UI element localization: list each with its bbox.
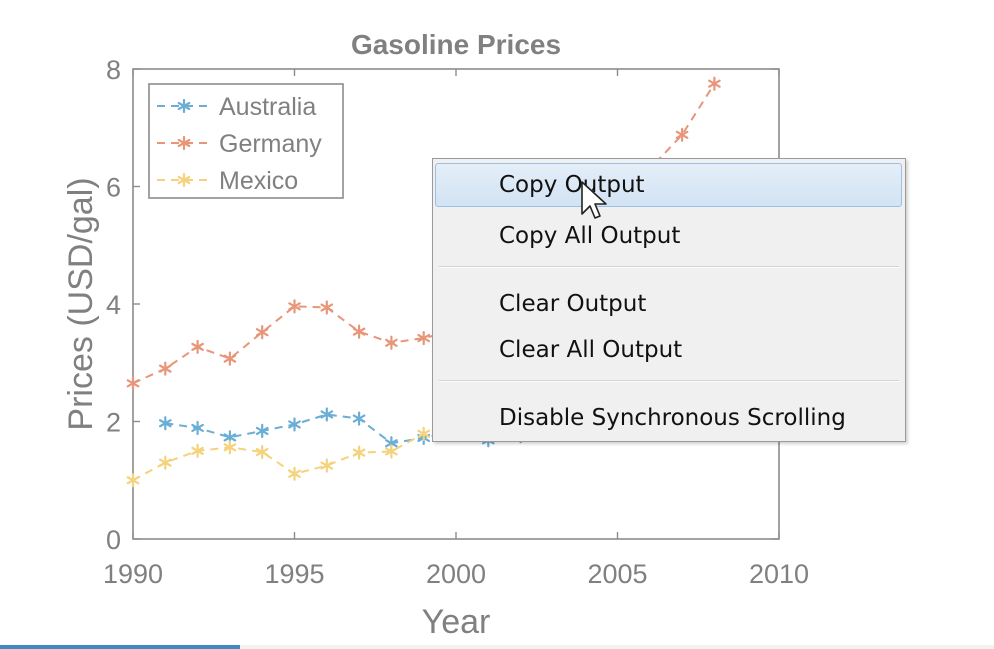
menu-item-clear-output[interactable]: Clear Output (499, 291, 647, 317)
data-point-germany (320, 300, 334, 315)
legend-marker-australia (177, 98, 191, 114)
bottom-divider-accent (0, 645, 240, 649)
legend-marker-mexico (177, 172, 191, 188)
data-point-germany (255, 325, 269, 340)
data-point-germany (385, 335, 398, 350)
legend-label-mexico: Mexico (219, 167, 298, 195)
data-point-mexico (255, 444, 269, 460)
data-point-mexico (320, 458, 334, 473)
y-tick-label: 2 (106, 408, 121, 438)
data-point-australia (320, 407, 334, 422)
y-axis-label: Prices (USD/gal) (62, 177, 100, 430)
data-point-mexico (417, 426, 431, 441)
x-tick-label: 1995 (264, 559, 324, 589)
x-tick-label: 2010 (749, 559, 809, 589)
x-axis-label: Year (422, 603, 491, 641)
y-tick-label: 8 (106, 55, 121, 85)
data-point-germany (352, 324, 366, 339)
legend-marker-germany (177, 135, 191, 151)
series-line-mexico (132, 432, 425, 482)
data-point-mexico (223, 440, 237, 455)
data-point-mexico (191, 443, 204, 458)
data-point-australia (288, 417, 301, 432)
data-point-mexico (288, 466, 301, 481)
x-tick-label: 1990 (103, 559, 163, 589)
data-point-germany (223, 351, 237, 366)
y-tick-label: 0 (106, 525, 121, 555)
data-point-germany (126, 376, 140, 391)
y-tick-label: 4 (106, 290, 121, 320)
data-point-germany (288, 299, 301, 314)
menu-item-disable-synchronous-scrolling[interactable]: Disable Synchronous Scrolling (499, 405, 846, 431)
data-point-germany (675, 127, 689, 142)
data-point-mexico (158, 455, 172, 470)
menu-separator (439, 380, 899, 382)
data-point-mexico (385, 444, 398, 459)
context-menu: Copy Output Copy All Output Clear Output… (432, 158, 906, 442)
menu-item-copy-all-output[interactable]: Copy All Output (499, 223, 681, 249)
chart-title: Gasoline Prices (351, 29, 561, 60)
data-point-germany (158, 361, 172, 376)
legend-label-germany: Germany (219, 130, 322, 158)
data-point-mexico (126, 473, 140, 488)
data-point-mexico (352, 445, 366, 460)
menu-separator (439, 266, 899, 268)
data-point-australia (158, 416, 172, 431)
x-tick-label: 2005 (587, 559, 647, 589)
menu-item-copy-output[interactable]: Copy Output (435, 163, 902, 207)
data-point-germany (417, 330, 431, 346)
data-point-australia (352, 411, 366, 426)
data-point-australia (191, 420, 204, 436)
data-point-germany (708, 76, 721, 91)
data-point-germany (191, 339, 204, 354)
menu-item-clear-all-output[interactable]: Clear All Output (499, 337, 683, 363)
legend-label-australia: Australia (219, 93, 316, 121)
bottom-divider (0, 645, 994, 649)
data-point-australia (255, 423, 269, 438)
x-tick-label: 2000 (426, 559, 486, 589)
y-tick-label: 6 (106, 173, 121, 203)
